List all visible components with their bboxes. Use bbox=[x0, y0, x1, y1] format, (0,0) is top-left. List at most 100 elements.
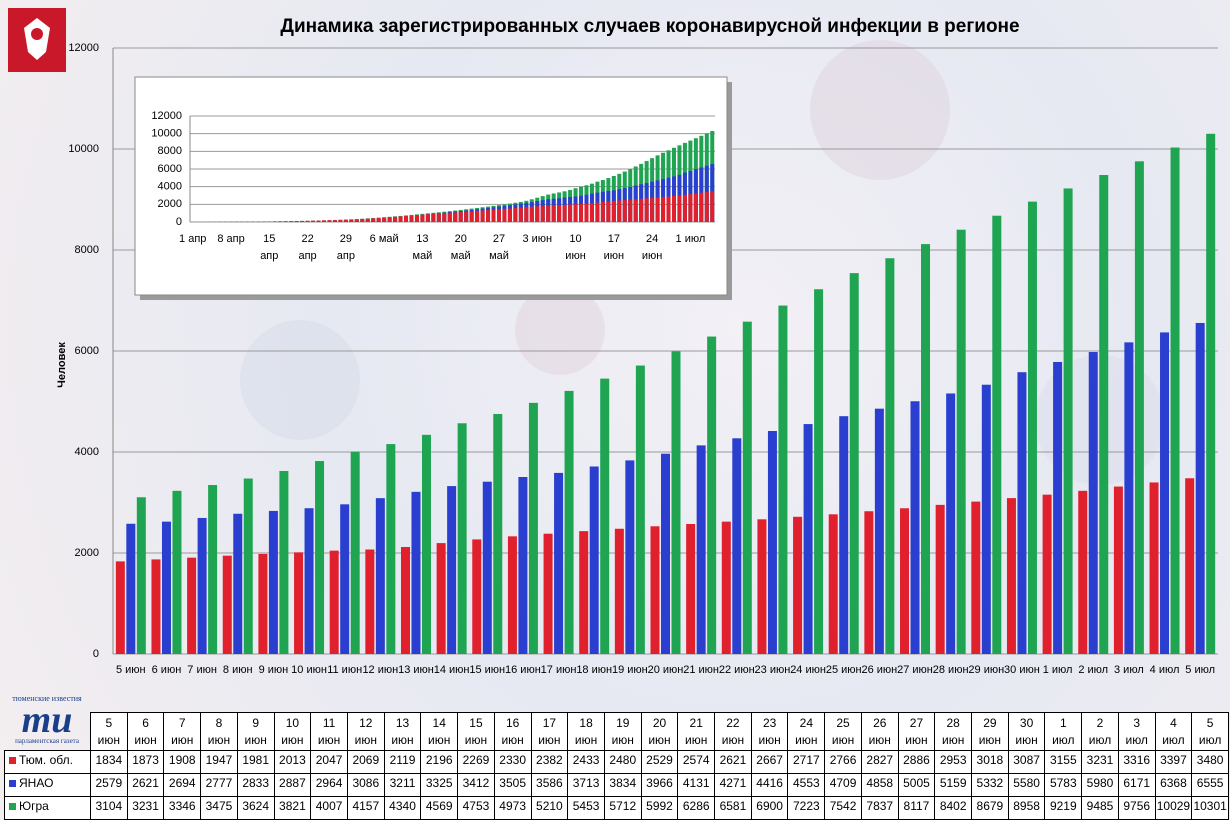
bar bbox=[1170, 147, 1180, 654]
x-tick-label: 8 апр bbox=[217, 233, 245, 245]
bar bbox=[956, 229, 966, 654]
table-cell: 5210 bbox=[530, 796, 569, 820]
x-tick-label: 10 июн bbox=[291, 664, 327, 676]
bar bbox=[518, 207, 523, 222]
table-cell: 2480 bbox=[603, 750, 642, 774]
y-tick-label: 4000 bbox=[158, 181, 182, 193]
table-cell: 4569 bbox=[420, 796, 459, 820]
bar bbox=[554, 472, 564, 654]
y-tick-label: 2000 bbox=[158, 198, 182, 210]
bar bbox=[661, 453, 670, 654]
bar bbox=[568, 204, 573, 222]
table-header: 12 июн bbox=[346, 712, 385, 751]
table-cell: 2013 bbox=[273, 750, 312, 774]
table-cell: 3480 bbox=[1191, 750, 1229, 774]
bar bbox=[243, 478, 253, 654]
table-cell: 2953 bbox=[934, 750, 973, 774]
table-cell: 3713 bbox=[567, 773, 605, 797]
x-tick-label: 18 июн bbox=[576, 664, 613, 676]
bar bbox=[187, 557, 197, 654]
y-tick-label: 6000 bbox=[158, 163, 182, 175]
x-tick-label: 19 июн bbox=[611, 664, 648, 676]
table-header: 22 июн bbox=[714, 712, 752, 751]
bar bbox=[589, 203, 594, 222]
x-tick-label: 22 апр bbox=[298, 233, 317, 262]
bar bbox=[1078, 490, 1088, 654]
table-cell: 2047 bbox=[310, 750, 348, 774]
bar bbox=[946, 393, 956, 654]
x-tick-label: 9 июн bbox=[258, 664, 289, 676]
table-cell: 2621 bbox=[126, 773, 165, 797]
bar bbox=[233, 513, 243, 654]
x-tick-label: 13 июн bbox=[398, 664, 434, 676]
table-cell: 2529 bbox=[640, 750, 679, 774]
bar bbox=[1149, 482, 1159, 654]
bar bbox=[472, 539, 482, 654]
bar bbox=[507, 208, 512, 222]
table-header: 19 июн bbox=[603, 712, 642, 751]
bar bbox=[633, 199, 638, 222]
bar bbox=[496, 209, 501, 222]
table-cell: 2574 bbox=[677, 750, 716, 774]
bar bbox=[482, 481, 492, 654]
bar bbox=[420, 214, 425, 222]
table-cell: 4858 bbox=[860, 773, 899, 797]
bar bbox=[1017, 372, 1027, 654]
bar bbox=[529, 206, 534, 222]
table-cell: 3316 bbox=[1117, 750, 1156, 774]
table-cell: 4157 bbox=[346, 796, 385, 820]
table-cell: 2579 bbox=[90, 773, 128, 797]
x-tick-label: 2 июл bbox=[1078, 664, 1109, 676]
bar bbox=[332, 220, 337, 222]
table-cell: 4416 bbox=[750, 773, 789, 797]
table-cell: 2833 bbox=[236, 773, 275, 797]
x-tick-label: 6 май bbox=[369, 233, 399, 245]
table-cell: 5783 bbox=[1044, 773, 1083, 797]
bar bbox=[614, 528, 624, 654]
table-cell: 3834 bbox=[603, 773, 642, 797]
x-tick-label: 24 июн bbox=[790, 664, 826, 676]
table-cell: 3412 bbox=[457, 773, 495, 797]
background-virus bbox=[515, 285, 605, 375]
table-cell: 4973 bbox=[493, 796, 532, 820]
table-cell: 2717 bbox=[787, 750, 826, 774]
y-tick-label: 10000 bbox=[68, 143, 99, 155]
y-tick-label: 6000 bbox=[75, 345, 99, 357]
y-tick-label: 4000 bbox=[75, 446, 99, 458]
bar bbox=[376, 217, 381, 222]
bar bbox=[453, 212, 458, 222]
bar bbox=[543, 533, 553, 654]
table-cell: 3966 bbox=[640, 773, 679, 797]
table-cell: 3397 bbox=[1154, 750, 1193, 774]
table-cell: 5159 bbox=[934, 773, 973, 797]
x-tick-label: 15 апр bbox=[260, 233, 279, 262]
table-row-header: ЯНАО bbox=[4, 773, 91, 797]
bar bbox=[1185, 478, 1195, 654]
x-tick-label: 30 июн bbox=[1004, 664, 1040, 676]
bar bbox=[1027, 201, 1037, 654]
bar bbox=[699, 192, 704, 222]
table-cell: 6286 bbox=[677, 796, 716, 820]
x-tick-label: 23 июн bbox=[754, 664, 791, 676]
x-tick-label: 13 май bbox=[412, 233, 433, 262]
legend-label: Югра bbox=[19, 799, 49, 813]
bar bbox=[1134, 161, 1144, 654]
bar bbox=[442, 213, 447, 222]
y-tick-label: 0 bbox=[93, 648, 99, 660]
bar bbox=[338, 219, 343, 222]
bar bbox=[382, 217, 387, 222]
bar bbox=[414, 215, 419, 222]
bar bbox=[398, 216, 403, 222]
table-cell: 3231 bbox=[1081, 750, 1119, 774]
bar bbox=[1124, 342, 1134, 654]
table-cell: 3475 bbox=[200, 796, 238, 820]
table-header: 1 июл bbox=[1044, 712, 1083, 751]
bar bbox=[1006, 498, 1016, 654]
table-cell: 1947 bbox=[200, 750, 238, 774]
table-cell: 5580 bbox=[1007, 773, 1046, 797]
table-cell: 2433 bbox=[567, 750, 605, 774]
bar bbox=[742, 321, 752, 654]
table-cell: 2777 bbox=[200, 773, 238, 797]
bar bbox=[661, 197, 666, 222]
table-cell: 2330 bbox=[493, 750, 532, 774]
